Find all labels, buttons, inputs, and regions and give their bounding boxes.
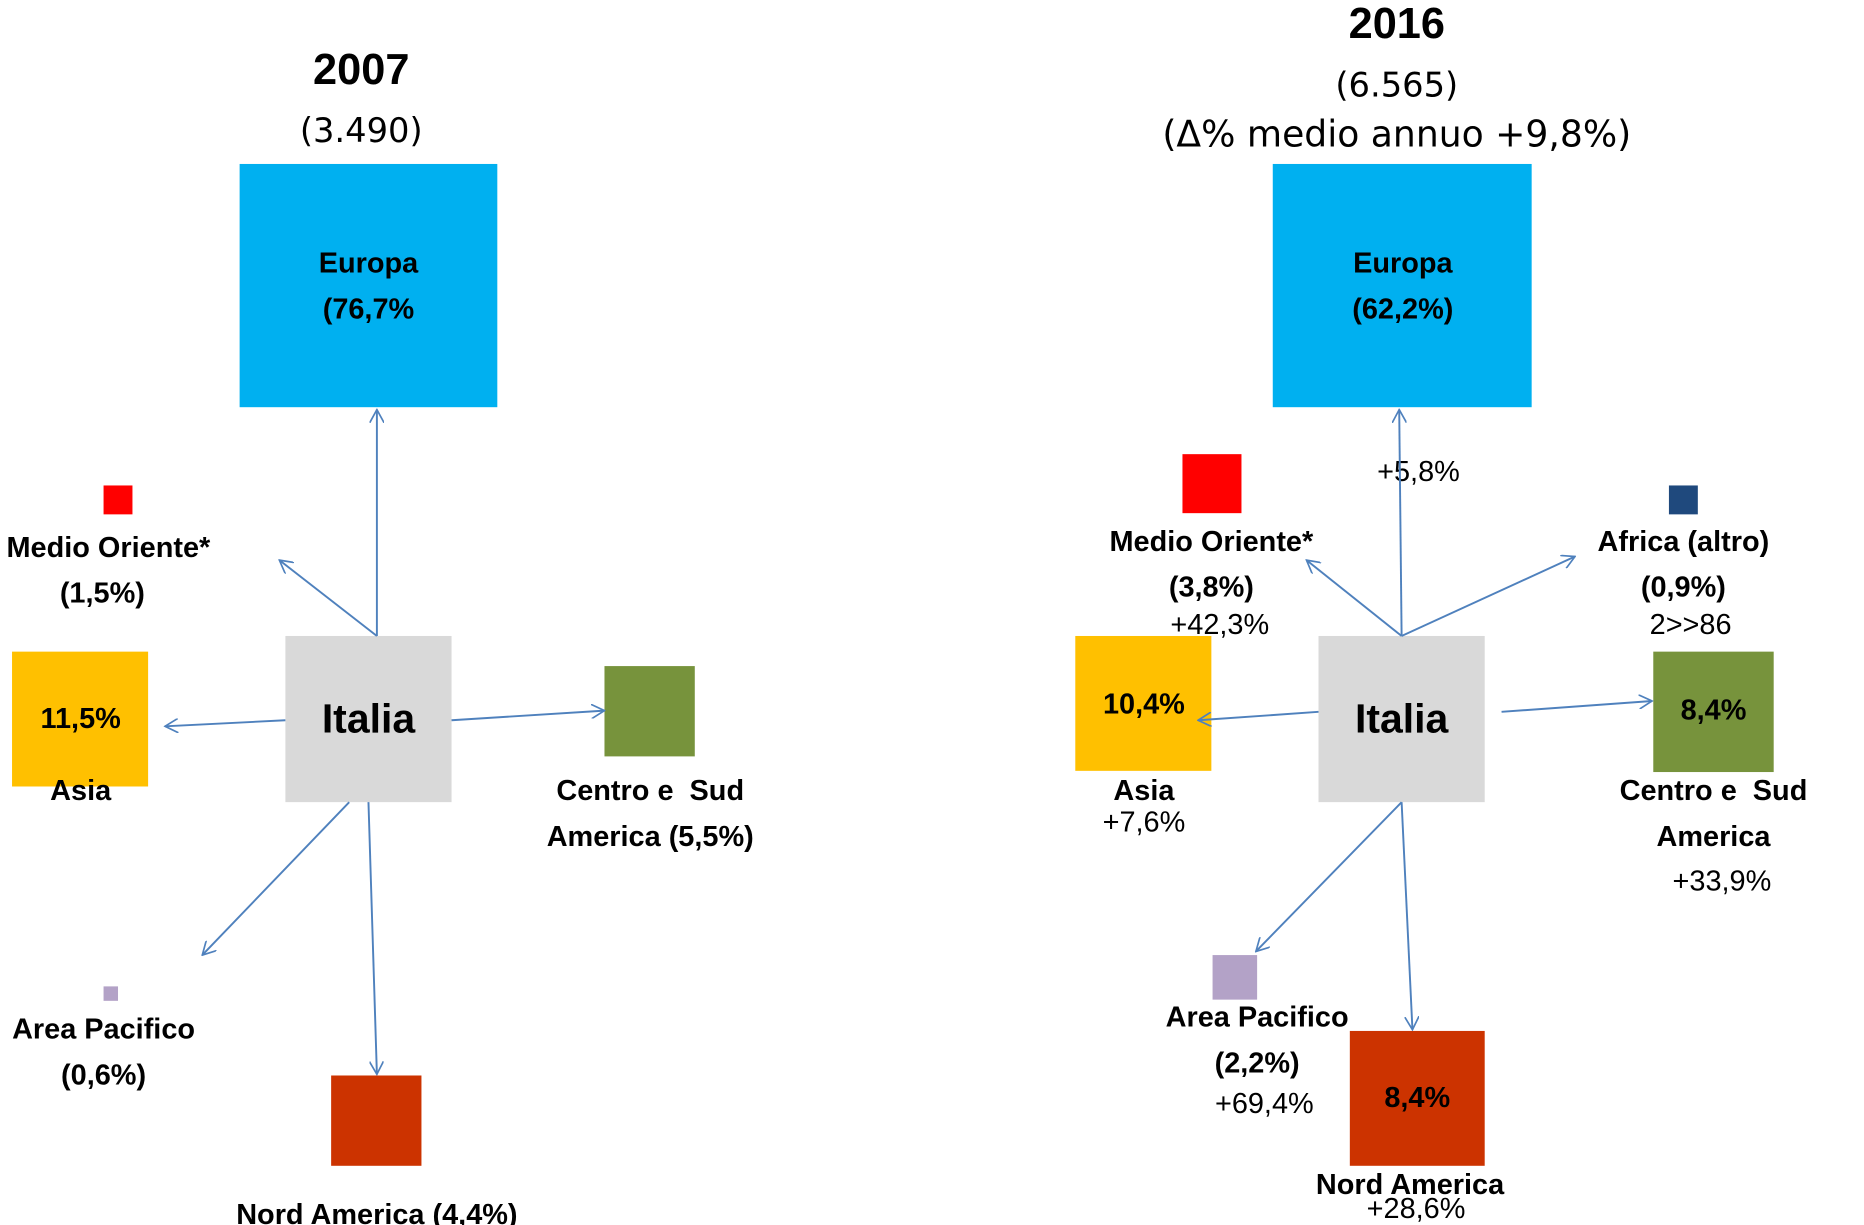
- label: Centro e Sud: [556, 775, 744, 807]
- label: +33,9%: [1673, 865, 1772, 897]
- label: Italia: [322, 695, 417, 741]
- box-centro-sud-america: [604, 666, 695, 757]
- label: (62,2%): [1352, 293, 1453, 325]
- box-medio-oriente: [103, 485, 133, 515]
- box-nord-america: [1349, 1030, 1485, 1166]
- label: +42,3%: [1170, 609, 1269, 641]
- box-italia: [285, 635, 452, 803]
- label: Centro e Sud: [1620, 775, 1808, 807]
- label: +5,8%: [1377, 456, 1460, 488]
- label: Italia: [1355, 695, 1450, 741]
- arrow: [165, 720, 286, 726]
- label: +28,6%: [1367, 1193, 1466, 1225]
- label: Medio Oriente*: [1109, 526, 1314, 558]
- label: (0,6%): [61, 1059, 146, 1091]
- arrow: [1501, 701, 1653, 713]
- label: (76,7%: [323, 293, 414, 325]
- label: (1,5%): [60, 578, 145, 610]
- label: Medio Oriente*: [6, 532, 211, 564]
- label: (2,2%): [1215, 1047, 1300, 1079]
- box-europa: [239, 163, 498, 408]
- arrow: [1401, 557, 1575, 637]
- label: Europa: [1353, 248, 1453, 280]
- label: 8,4%: [1384, 1082, 1450, 1114]
- label: America (5,5%): [547, 821, 754, 853]
- arrow: [279, 560, 378, 637]
- arrow: [1306, 560, 1403, 637]
- label: Asia: [50, 775, 112, 807]
- label: +7,6%: [1103, 806, 1186, 838]
- label: Europa: [319, 248, 419, 280]
- arrow: [202, 801, 350, 955]
- subtitle: (6.565): [1335, 65, 1458, 104]
- box-asia: [1075, 635, 1212, 771]
- box-africa: [1668, 485, 1698, 515]
- label: Area Pacifico: [1166, 1002, 1349, 1034]
- arrow: [1400, 802, 1413, 1030]
- label: America: [1656, 821, 1771, 853]
- arrow: [1198, 710, 1319, 720]
- title: 2007: [313, 46, 409, 94]
- panel-2007: 2007 (3.490) Europa (76,7% Medio Oriente…: [6, 46, 753, 1225]
- subtitle: (3.490): [300, 111, 423, 150]
- box-area-pacifico: [1212, 955, 1258, 1000]
- label: Nord America: [1316, 1169, 1505, 1201]
- arrow: [367, 802, 376, 1074]
- arrow: [1256, 801, 1403, 951]
- panel-2016: 2016 (6.565) (Δ% medio annuo +9,8%) Euro…: [1075, 0, 1807, 1225]
- label: Nord America (4,4%): [236, 1199, 517, 1225]
- label: Africa (altro): [1598, 526, 1770, 558]
- label: Area Pacifico: [12, 1014, 195, 1046]
- label: +69,4%: [1215, 1088, 1314, 1120]
- label: (0,9%): [1641, 572, 1726, 604]
- box-europa: [1272, 163, 1532, 408]
- arrow: [1399, 410, 1401, 636]
- label: Asia: [1113, 775, 1175, 807]
- label: 8,4%: [1681, 694, 1747, 726]
- title: 2016: [1349, 0, 1445, 48]
- label: (3,8%): [1169, 572, 1254, 604]
- arrow: [451, 711, 605, 722]
- label: 11,5%: [41, 703, 121, 735]
- box-area-pacifico: [103, 986, 119, 1001]
- box-centro-sud-america: [1653, 651, 1774, 773]
- note: (Δ% medio annuo +9,8%): [1162, 112, 1631, 155]
- label: 2>>86: [1650, 609, 1732, 641]
- label: 10,4%: [1103, 688, 1185, 720]
- box-italia: [1318, 635, 1485, 803]
- box-medio-oriente: [1182, 454, 1242, 514]
- box-nord-america: [331, 1075, 422, 1166]
- box-asia: [12, 651, 149, 787]
